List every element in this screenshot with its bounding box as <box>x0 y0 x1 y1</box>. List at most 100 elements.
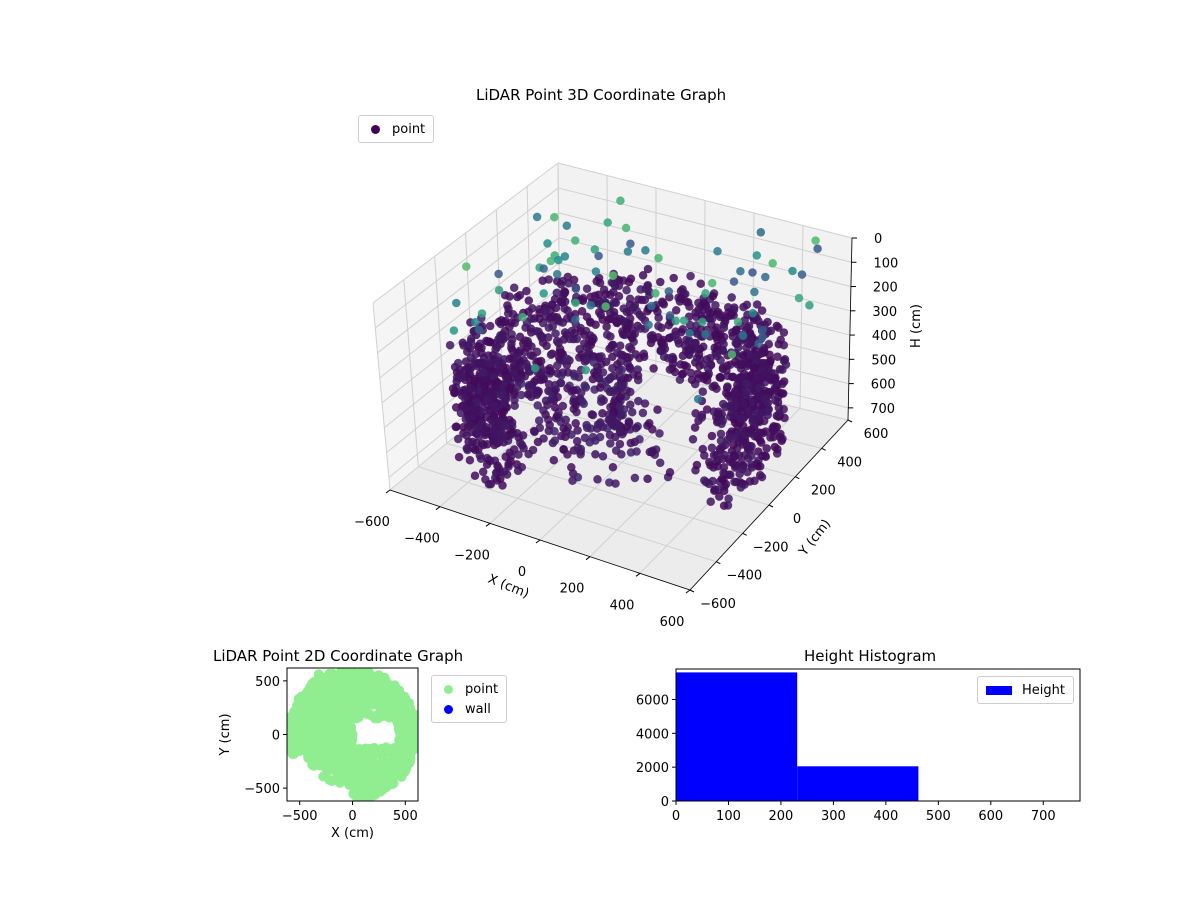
data-point <box>564 278 574 288</box>
data-point <box>760 272 770 282</box>
histogram-bar <box>676 672 798 801</box>
data-point <box>378 754 389 765</box>
data-point <box>687 375 697 385</box>
data-point <box>474 432 484 441</box>
h-axis-line <box>847 237 853 421</box>
data-point <box>627 333 637 343</box>
data-point <box>568 476 577 486</box>
data-point <box>465 455 475 465</box>
data-point <box>701 329 710 339</box>
data-point <box>740 451 749 460</box>
data-point <box>466 334 476 344</box>
data-point <box>333 699 344 710</box>
data-point <box>328 765 339 775</box>
data-point <box>477 348 486 358</box>
x-tick-label: −200 <box>454 548 490 563</box>
data-point <box>463 445 472 455</box>
data-point <box>582 284 592 294</box>
data-point <box>349 690 359 701</box>
data-point <box>773 352 782 362</box>
data-point <box>478 467 488 477</box>
y-axis-line <box>689 419 849 591</box>
data-point <box>581 365 591 375</box>
data-point <box>562 314 572 323</box>
data-point <box>625 387 635 397</box>
legend-label: point <box>465 681 499 697</box>
data-point <box>518 312 527 322</box>
data-point <box>727 293 737 302</box>
data-point <box>554 255 563 265</box>
x-tick-label: 600 <box>660 615 685 630</box>
data-point <box>614 291 624 301</box>
data-point <box>606 373 615 382</box>
data-point <box>539 289 549 298</box>
data-point <box>482 460 492 469</box>
data-point <box>470 445 480 455</box>
data-point <box>524 380 534 390</box>
data-point <box>602 384 612 393</box>
data-point <box>502 373 511 383</box>
gridline <box>557 162 853 239</box>
data-point <box>355 709 366 720</box>
histogram-frame <box>675 668 1081 802</box>
data-point <box>665 467 675 477</box>
x-tick <box>435 506 441 511</box>
h-tick-label: 700 <box>870 402 895 417</box>
data-point <box>616 196 625 205</box>
data-point <box>509 283 519 293</box>
data-point <box>644 418 654 428</box>
data-point <box>651 288 660 298</box>
data-point <box>324 685 335 696</box>
data-point <box>375 746 386 757</box>
data-point <box>655 277 665 287</box>
data-point <box>534 416 544 425</box>
x-tick <box>385 489 391 494</box>
data-point <box>461 262 471 271</box>
data-point <box>509 390 519 399</box>
data-point <box>569 397 578 407</box>
data-point <box>594 373 604 383</box>
data-point <box>551 329 560 338</box>
data-point <box>738 331 748 341</box>
data-point <box>485 379 495 388</box>
data-point <box>730 477 739 487</box>
data-point <box>508 345 517 355</box>
data-point <box>570 315 580 324</box>
data-point <box>356 680 367 691</box>
data-point <box>611 479 620 488</box>
data-point <box>513 466 523 476</box>
data-point <box>635 434 644 444</box>
data-point <box>752 374 762 384</box>
data-point <box>587 410 597 419</box>
data-point <box>549 396 559 405</box>
data-point <box>445 340 455 350</box>
data-point <box>591 449 600 459</box>
data-point <box>750 287 759 297</box>
data-point <box>719 501 729 511</box>
data-point <box>698 387 708 397</box>
data-point <box>385 712 396 723</box>
data-point <box>601 357 611 367</box>
data-point <box>576 326 585 336</box>
data-point <box>676 293 686 303</box>
data-point <box>299 736 310 747</box>
data-point <box>693 394 703 404</box>
y-tick-label: −500 <box>244 782 280 797</box>
data-point <box>545 363 555 373</box>
legend-entry-point: point <box>440 679 498 699</box>
data-point <box>742 361 752 371</box>
legend-entry-point: point <box>367 119 425 139</box>
data-point <box>653 332 663 342</box>
data-point <box>664 287 674 296</box>
x-tick <box>685 589 691 594</box>
data-point <box>559 423 569 433</box>
data-point <box>685 328 694 338</box>
data-point <box>523 389 533 399</box>
data-point <box>601 302 611 311</box>
data-point <box>750 363 759 373</box>
data-point <box>638 408 648 418</box>
data-point <box>527 303 537 313</box>
data-point <box>716 355 725 365</box>
data-point <box>604 410 614 419</box>
data-point <box>501 420 511 430</box>
